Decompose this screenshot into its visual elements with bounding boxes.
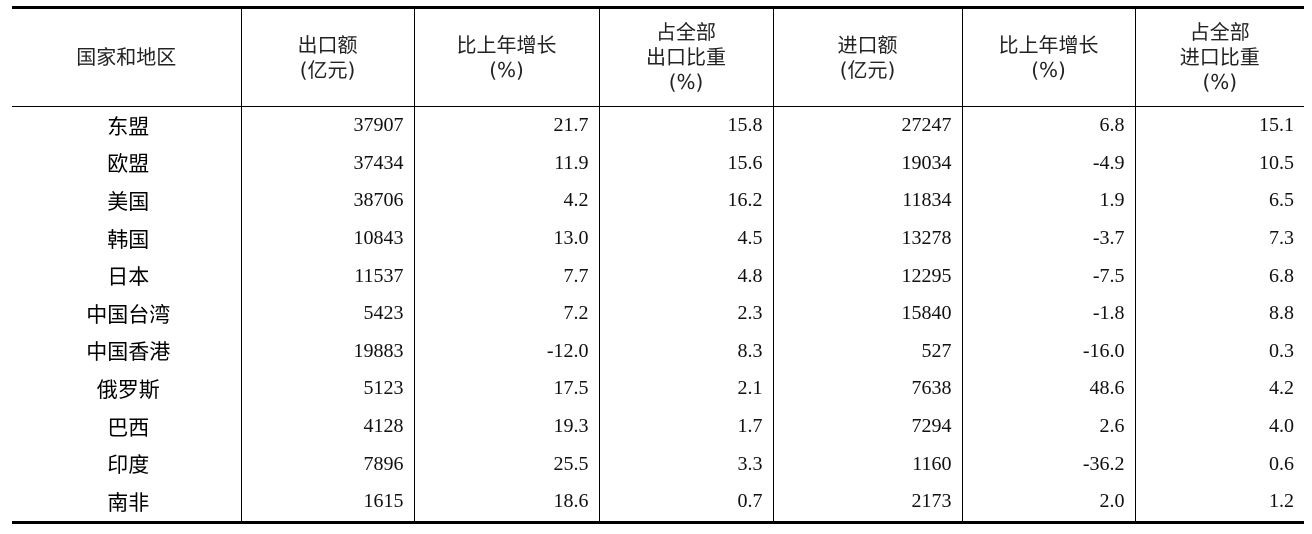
cell-import-growth: -36.2	[961, 445, 1135, 483]
cell-region: 日本	[107, 265, 150, 290]
cell-import-value: 13278	[772, 219, 962, 258]
cell-export-share: 0.7	[598, 482, 773, 523]
cell-region: 韩国	[107, 227, 150, 252]
cell-import-value: 7294	[772, 407, 962, 446]
cell-export-value: 37907	[240, 106, 414, 145]
cell-import-value: 19034	[772, 144, 962, 183]
cell-import-value: 11834	[772, 182, 962, 220]
header-row: 国家和地区 出口额 (亿元) 比上年增长 (%) 占全部 出口比重 (%) 进口额 (亿元…	[12, 7, 1304, 107]
cell-import-growth: -7.5	[961, 257, 1135, 295]
cell-export-share: 15.8	[598, 106, 773, 145]
table-row: 东盟 37907 21.7 15.8 27247 6.8 15.1	[12, 106, 1304, 145]
cell-export-value: 5123	[240, 370, 414, 408]
cell-import-value: 15840	[772, 294, 962, 333]
cell-export-growth: 21.7	[413, 106, 599, 145]
cell-region: 东盟	[107, 114, 150, 139]
cell-export-value: 38706	[240, 182, 414, 220]
cell-export-value: 11537	[240, 257, 414, 295]
cell-export-share: 16.2	[598, 182, 773, 220]
cell-export-growth: 17.5	[413, 370, 599, 408]
cell-import-share: 4.0	[1134, 407, 1304, 446]
cell-import-growth: 48.6	[961, 370, 1135, 408]
cell-import-value: 1160	[772, 445, 962, 483]
cell-region: 中国香港	[86, 340, 171, 365]
cell-import-value: 27247	[772, 106, 962, 145]
table-row: 中国香港 19883 -12.0 8.3 527 -16.0 0.3	[12, 332, 1304, 371]
cell-import-growth: 2.6	[961, 407, 1135, 446]
cell-region: 欧盟	[107, 152, 150, 177]
table-row: 日本 11537 7.7 4.8 12295 -7.5 6.8	[12, 257, 1304, 295]
cell-import-share: 6.8	[1134, 257, 1304, 295]
cell-import-share: 15.1	[1134, 106, 1304, 145]
cell-export-value: 4128	[240, 407, 414, 446]
cell-import-share: 6.5	[1134, 182, 1304, 220]
header-import-growth: 比上年增长 (%)	[961, 7, 1135, 107]
table-row: 美国 38706 4.2 16.2 11834 1.9 6.5	[12, 182, 1304, 220]
cell-export-growth: 13.0	[413, 219, 599, 258]
cell-import-share: 0.3	[1134, 332, 1304, 371]
trade-table: 国家和地区 出口额 (亿元) 比上年增长 (%) 占全部 出口比重 (%) 进口额 (亿元…	[12, 6, 1304, 524]
cell-export-growth: 4.2	[413, 182, 599, 220]
cell-import-share: 0.6	[1134, 445, 1304, 483]
cell-export-value: 10843	[240, 219, 414, 258]
cell-region: 俄罗斯	[96, 377, 160, 402]
cell-import-growth: -4.9	[961, 144, 1135, 183]
table-row: 印度 7896 25.5 3.3 1160 -36.2 0.6	[12, 445, 1304, 483]
table-row: 中国台湾 5423 7.2 2.3 15840 -1.8 8.8	[12, 294, 1304, 333]
cell-import-growth: 6.8	[961, 106, 1135, 145]
table-row: 巴西 4128 19.3 1.7 7294 2.6 4.0	[12, 407, 1304, 446]
cell-import-value: 527	[772, 332, 962, 371]
cell-region: 巴西	[107, 415, 150, 440]
cell-export-value: 19883	[240, 332, 414, 371]
cell-export-value: 37434	[240, 144, 414, 183]
table-body: 东盟 37907 21.7 15.8 27247 6.8 15.1 欧盟 37434 11.9 15…	[12, 106, 1304, 523]
cell-import-share: 8.8	[1134, 294, 1304, 333]
cell-import-value: 7638	[772, 370, 962, 408]
cell-export-growth: -12.0	[413, 332, 599, 371]
cell-export-growth: 11.9	[413, 144, 599, 183]
cell-export-growth: 19.3	[413, 407, 599, 446]
cell-export-value: 7896	[240, 445, 414, 483]
cell-import-value: 2173	[772, 482, 962, 523]
cell-region: 印度	[107, 453, 150, 478]
table-row: 欧盟 37434 11.9 15.6 19034 -4.9 10.5	[12, 144, 1304, 183]
cell-import-growth: 2.0	[961, 482, 1135, 523]
cell-export-share: 3.3	[598, 445, 773, 483]
cell-import-growth: -3.7	[961, 219, 1135, 258]
cell-import-share: 7.3	[1134, 219, 1304, 258]
cell-export-share: 1.7	[598, 407, 773, 446]
cell-import-share: 10.5	[1134, 144, 1304, 183]
cell-export-growth: 25.5	[413, 445, 599, 483]
cell-export-growth: 7.7	[413, 257, 599, 295]
cell-region: 南非	[107, 490, 150, 515]
cell-region: 中国台湾	[86, 302, 171, 327]
table-row: 俄罗斯 5123 17.5 2.1 7638 48.6 4.2	[12, 370, 1304, 408]
header-import-share: 占全部 进口比重 (%)	[1134, 7, 1304, 107]
cell-export-share: 8.3	[598, 332, 773, 371]
cell-export-share: 2.3	[598, 294, 773, 333]
cell-export-share: 4.5	[598, 219, 773, 258]
cell-import-value: 12295	[772, 257, 962, 295]
cell-import-growth: -1.8	[961, 294, 1135, 333]
cell-export-growth: 7.2	[413, 294, 599, 333]
header-export-growth: 比上年增长 (%)	[413, 7, 599, 107]
cell-export-growth: 18.6	[413, 482, 599, 523]
table-row: 韩国 10843 13.0 4.5 13278 -3.7 7.3	[12, 219, 1304, 258]
cell-export-value: 1615	[240, 482, 414, 523]
cell-import-growth: -16.0	[961, 332, 1135, 371]
cell-export-share: 15.6	[598, 144, 773, 183]
table-row: 南非 1615 18.6 0.7 2173 2.0 1.2	[12, 482, 1304, 523]
header-export-share: 占全部 出口比重 (%)	[598, 7, 773, 107]
cell-export-share: 2.1	[598, 370, 773, 408]
header-import-value: 进口额 (亿元)	[772, 7, 962, 107]
cell-region: 美国	[107, 189, 150, 214]
cell-export-share: 4.8	[598, 257, 773, 295]
header-export-value: 出口额 (亿元)	[240, 7, 414, 107]
cell-import-share: 1.2	[1134, 482, 1304, 523]
cell-import-share: 4.2	[1134, 370, 1304, 408]
cell-import-growth: 1.9	[961, 182, 1135, 220]
header-region: 国家和地区	[12, 7, 241, 107]
cell-export-value: 5423	[240, 294, 414, 333]
